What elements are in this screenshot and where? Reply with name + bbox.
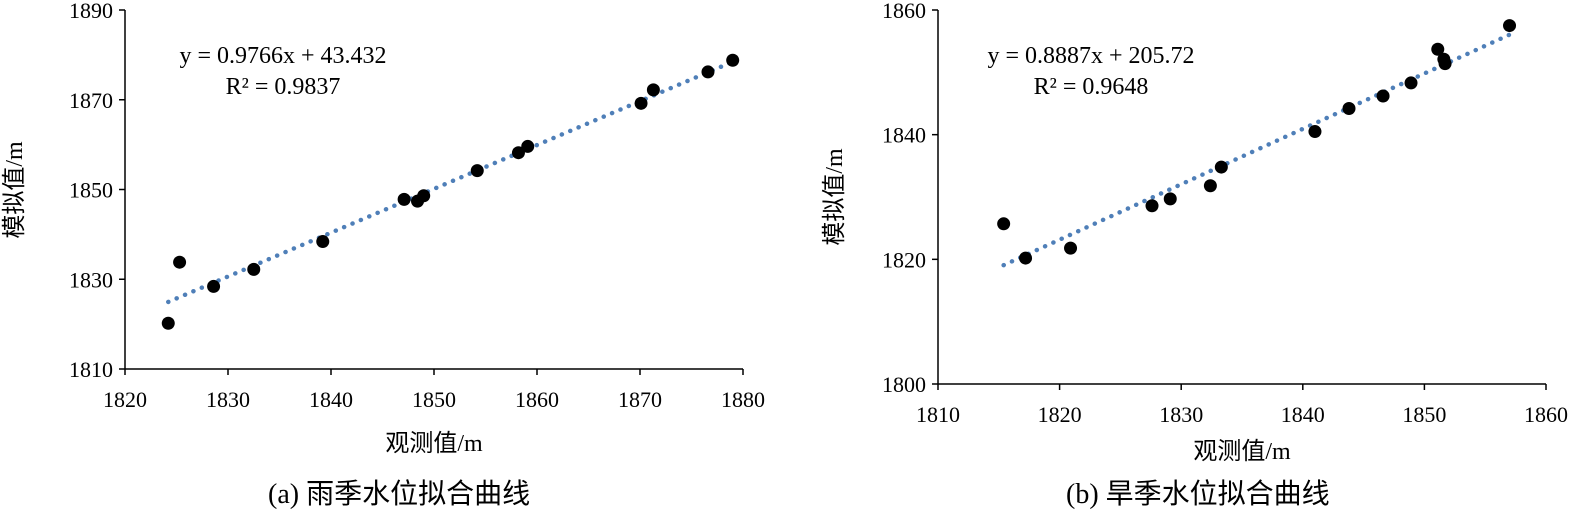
y-axis-title: 模拟值/m (821, 148, 848, 246)
x-tick-label: 1850 (1402, 402, 1446, 427)
trendline-equation: y = 0.9766x + 43.432 (179, 43, 386, 69)
x-tick-label: 1830 (206, 387, 250, 412)
y-tick-label: 1890 (69, 0, 113, 23)
x-tick-label: 1810 (916, 402, 960, 427)
x-tick-label: 1860 (1524, 402, 1568, 427)
data-point (161, 316, 175, 330)
x-tick-label: 1870 (618, 387, 662, 412)
chart-panel-rainy: 1820 1830 1840 1850 1860 1870 1880 1810 1830 1850… (1, 0, 765, 510)
data-point (1376, 89, 1390, 103)
x-axis-title: 观测值/m (1193, 438, 1291, 465)
data-point (997, 217, 1011, 231)
data-point (511, 146, 525, 160)
y-tick-label: 1870 (69, 88, 113, 113)
y-tick-label: 1810 (69, 357, 113, 382)
data-point (207, 279, 221, 293)
scatter-chart-dry: 1810 1820 1830 1840 1850 1860 1800 1820 1840 1860… (821, 0, 1568, 465)
data-point (726, 53, 740, 67)
data-point (173, 255, 187, 269)
trendline (166, 58, 738, 305)
y-tick-label: 1830 (69, 267, 113, 292)
data-point (701, 65, 715, 79)
chart-caption-rainy: (a) 雨季水位拟合曲线 (268, 479, 531, 510)
data-point (1503, 19, 1517, 33)
x-tick-label: 1830 (1159, 402, 1203, 427)
data-point (1308, 125, 1322, 139)
data-point (521, 139, 535, 153)
y-tick-label: 1840 (882, 123, 926, 148)
x-tick-label: 1820 (103, 387, 147, 412)
data-point (634, 96, 648, 110)
y-tick-label: 1860 (882, 0, 926, 23)
trendline-equation: y = 0.8887x + 205.72 (987, 43, 1194, 69)
x-tick-label: 1860 (515, 387, 559, 412)
x-tick-label: 1850 (412, 387, 456, 412)
x-tick-label: 1820 (1038, 402, 1082, 427)
r-squared-label: R² = 0.9837 (226, 74, 341, 100)
data-point (1431, 42, 1445, 56)
data-point (1404, 76, 1418, 90)
data-point (470, 164, 484, 178)
y-tick-label: 1850 (69, 178, 113, 203)
x-tick-label: 1840 (1281, 402, 1325, 427)
chart-caption-dry: (b) 旱季水位拟合曲线 (1066, 479, 1330, 510)
data-point (1214, 160, 1228, 174)
r-squared-label: R² = 0.9648 (1034, 74, 1149, 100)
data-point (1064, 241, 1078, 255)
data-point (646, 83, 660, 97)
data-point (417, 189, 431, 203)
x-tick-label: 1880 (721, 387, 765, 412)
data-point (1203, 179, 1217, 193)
chart-panel-dry: 1810 1820 1830 1840 1850 1860 1800 1820 1840 1860… (800, 0, 1596, 520)
data-point (316, 235, 330, 249)
y-tick-label: 1800 (882, 372, 926, 397)
x-axis-title: 观测值/m (385, 430, 483, 457)
data-point (1019, 251, 1033, 265)
y-axis-title: 模拟值/m (1, 141, 28, 239)
y-tick-label: 1820 (882, 247, 926, 272)
x-tick-label: 1840 (309, 387, 353, 412)
scatter-chart-rainy: 1820 1830 1840 1850 1860 1870 1880 1810 1830 1850… (1, 0, 765, 457)
data-point (1342, 101, 1356, 115)
data-point (1145, 199, 1159, 213)
data-point (1438, 57, 1452, 71)
data-point (247, 262, 261, 276)
trendline (1001, 32, 1512, 268)
data-point (1163, 192, 1177, 206)
data-point (397, 192, 411, 206)
